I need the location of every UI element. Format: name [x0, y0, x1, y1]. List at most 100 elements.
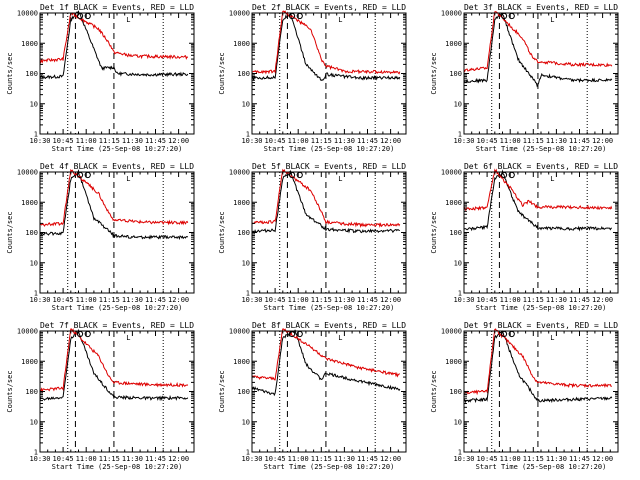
lld-series-line — [463, 11, 613, 73]
x-tick-label: 11:15 — [523, 137, 544, 145]
x-tick-label: 11:45 — [569, 296, 590, 304]
y-axis-label: Counts/sec — [430, 370, 438, 412]
y-tick-label: 10 — [454, 259, 462, 267]
lld-series-line — [251, 168, 401, 228]
x-tick-label: 11:15 — [523, 296, 544, 304]
x-tick-label: 10:30 — [453, 296, 474, 304]
x-tick-label: 10:45 — [265, 137, 286, 145]
y-tick-label: 10 — [30, 100, 38, 108]
y-axis-label: Counts/sec — [218, 52, 226, 94]
x-tick-label: 11:30 — [546, 137, 567, 145]
y-tick-label: 10 — [30, 418, 38, 426]
y-axis-label: Counts/sec — [430, 211, 438, 253]
y-tick-label: 1000 — [21, 358, 38, 366]
x-tick-label: 10:45 — [53, 455, 74, 463]
x-axis-label: Start Time (25-Sep-08 10:27:20) — [264, 145, 395, 153]
lld-series-line — [39, 168, 189, 227]
x-tick-label: 11:15 — [311, 137, 332, 145]
x-axis-label: Start Time (25-Sep-08 10:27:20) — [52, 304, 183, 312]
y-tick-label: 1000 — [233, 358, 250, 366]
panel-title: Det 7f BLACK = Events, RED = LLD — [40, 321, 194, 330]
x-tick-label: 11:00 — [76, 296, 97, 304]
x-tick-label: 10:30 — [29, 455, 50, 463]
y-tick-label: 10000 — [229, 328, 250, 336]
x-tick-label: 11:00 — [500, 455, 521, 463]
plot-frame — [39, 330, 195, 453]
y-tick-label: 100 — [25, 388, 38, 396]
panel-marker: L — [338, 175, 342, 183]
panel-1: Det 1f BLACK = Events, RED = LLD L 1 10 100 1… — [6, 3, 195, 153]
panel-marker: L — [126, 334, 130, 342]
x-tick-label: 11:30 — [546, 455, 567, 463]
y-tick-label: 1 — [34, 449, 38, 457]
panel-5: Det 5f BLACK = Events, RED = LLD L 1 10 100 1… — [218, 162, 407, 312]
panel-title: Det 5f BLACK = Events, RED = LLD — [252, 162, 406, 171]
y-tick-label: 1 — [458, 449, 462, 457]
y-tick-label: 100 — [449, 229, 462, 237]
y-tick-label: 10000 — [229, 10, 250, 18]
x-tick-label: 12:00 — [592, 296, 613, 304]
x-tick-label: 10:45 — [477, 455, 498, 463]
y-tick-label: 10 — [30, 259, 38, 267]
y-axis-label: Counts/sec — [430, 52, 438, 94]
events-series-line — [463, 13, 613, 88]
events-series-line — [251, 329, 401, 397]
x-tick-label: 11:00 — [76, 137, 97, 145]
panel-9: Det 9f BLACK = Events, RED = LLD L 1 10 100 1… — [430, 321, 619, 471]
x-tick-label: 12:00 — [168, 137, 189, 145]
x-tick-label: 11:30 — [122, 455, 143, 463]
x-tick-label: 11:15 — [311, 296, 332, 304]
x-tick-label: 10:45 — [53, 137, 74, 145]
x-tick-label: 11:45 — [357, 455, 378, 463]
x-tick-label: 11:30 — [334, 296, 355, 304]
y-tick-label: 1000 — [233, 40, 250, 48]
events-series-line — [39, 169, 189, 241]
plot-frame — [463, 12, 619, 135]
y-tick-label: 1 — [458, 290, 462, 298]
panel-7: Det 7f BLACK = Events, RED = LLD L 1 10 100 1… — [6, 321, 195, 471]
panel-title: Det 2f BLACK = Events, RED = LLD — [252, 3, 406, 12]
y-tick-label: 1 — [246, 131, 250, 139]
x-tick-label: 11:45 — [357, 296, 378, 304]
x-tick-label: 10:30 — [241, 137, 262, 145]
x-tick-label: 10:30 — [453, 137, 474, 145]
lld-series-line — [251, 328, 401, 381]
x-tick-label: 11:15 — [311, 455, 332, 463]
x-tick-label: 11:30 — [546, 296, 567, 304]
y-axis-label: Counts/sec — [6, 52, 14, 94]
x-tick-label: 12:00 — [592, 455, 613, 463]
x-tick-label: 12:00 — [168, 296, 189, 304]
x-axis-label: Start Time (25-Sep-08 10:27:20) — [476, 463, 607, 471]
x-tick-label: 12:00 — [380, 455, 401, 463]
y-axis-label: Counts/sec — [6, 211, 14, 253]
y-tick-label: 10000 — [441, 169, 462, 177]
panel-3: Det 3f BLACK = Events, RED = LLD L 1 10 100 1… — [430, 3, 619, 153]
x-tick-label: 11:45 — [145, 296, 166, 304]
panel-title: Det 6f BLACK = Events, RED = LLD — [464, 162, 618, 171]
x-tick-label: 10:30 — [453, 455, 474, 463]
x-tick-label: 11:00 — [288, 455, 309, 463]
events-series-line — [463, 169, 612, 232]
x-tick-label: 10:30 — [29, 137, 50, 145]
lld-series-line — [463, 328, 612, 396]
x-axis-label: Start Time (25-Sep-08 10:27:20) — [52, 463, 183, 471]
panel-title: Det 9f BLACK = Events, RED = LLD — [464, 321, 618, 330]
y-tick-label: 1 — [458, 131, 462, 139]
panel-marker: L — [338, 334, 342, 342]
y-tick-label: 1 — [34, 290, 38, 298]
y-axis-label: Counts/sec — [218, 211, 226, 253]
events-series-line — [39, 10, 189, 80]
x-axis-label: Start Time (25-Sep-08 10:27:20) — [264, 463, 395, 471]
panel-8: Det 8f BLACK = Events, RED = LLD L 1 10 100 1… — [218, 321, 407, 471]
y-tick-label: 1000 — [21, 199, 38, 207]
y-tick-label: 100 — [237, 229, 250, 237]
lld-series-line — [251, 10, 401, 75]
panel-title: Det 3f BLACK = Events, RED = LLD — [464, 3, 618, 12]
events-series-line — [463, 330, 613, 404]
x-tick-label: 11:15 — [523, 455, 544, 463]
y-tick-label: 1 — [34, 131, 38, 139]
x-tick-label: 11:45 — [357, 137, 378, 145]
x-tick-label: 12:00 — [380, 296, 401, 304]
y-tick-label: 10 — [242, 259, 250, 267]
